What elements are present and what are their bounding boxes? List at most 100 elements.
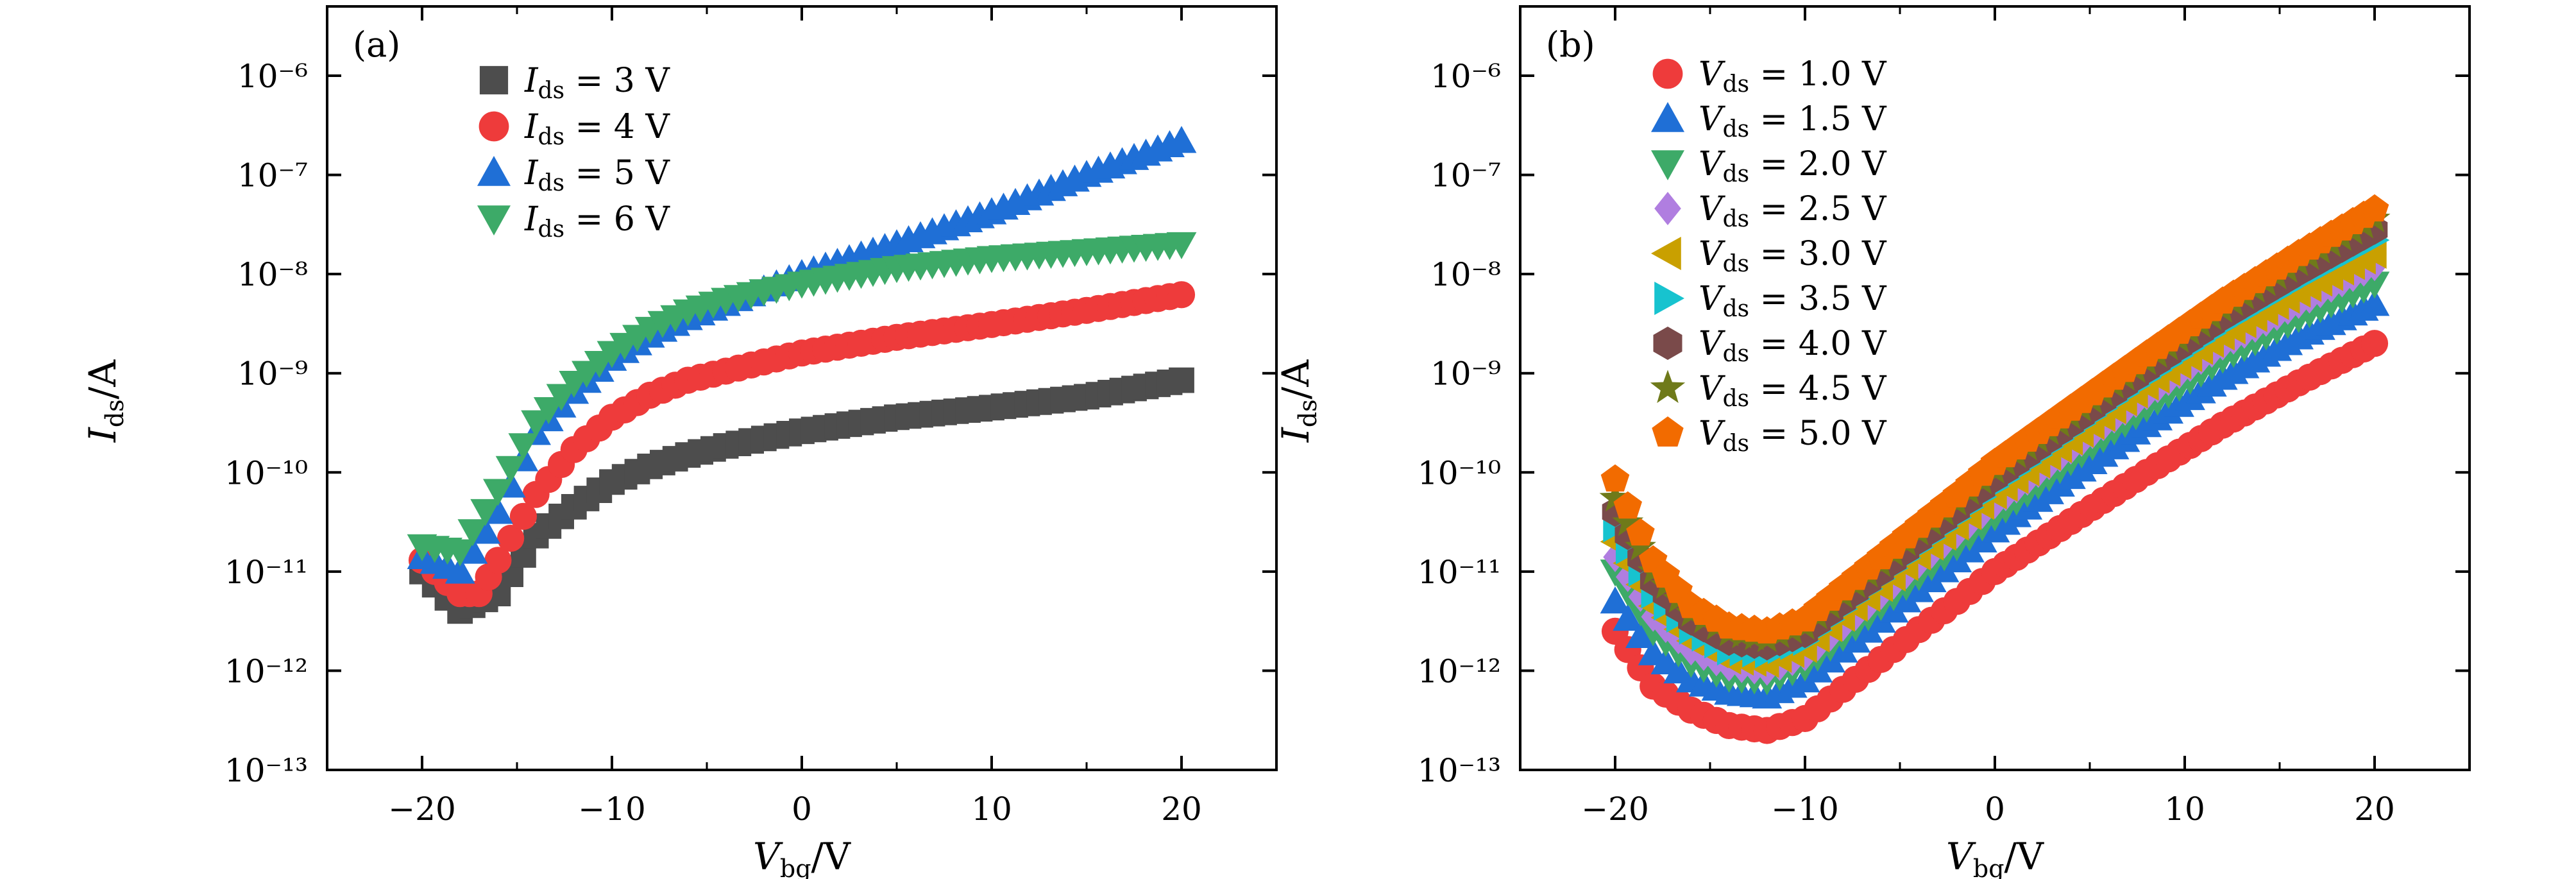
legend-marker — [1651, 150, 1684, 180]
data-point — [1600, 464, 1630, 492]
legend-label: Ids = 3 V — [524, 62, 670, 104]
y-tick-label: 10⁻¹⁰ — [1418, 454, 1501, 491]
y-tick-label: 10⁻¹³ — [1418, 752, 1501, 789]
legend-label: Ids = 6 V — [524, 200, 670, 243]
legend-marker — [477, 205, 511, 235]
legend-marker — [1654, 192, 1681, 225]
data-point — [533, 397, 564, 425]
legend-marker — [1654, 282, 1684, 315]
panel-label: (b) — [1546, 24, 1595, 65]
y-tick-label: 10⁻¹¹ — [1418, 554, 1501, 591]
y-tick-label: 10⁻⁸ — [1430, 256, 1501, 293]
legend-marker — [1653, 327, 1682, 360]
legend-marker — [477, 156, 511, 186]
legend-marker — [1650, 370, 1686, 404]
data-point — [445, 556, 475, 584]
x-tick-label: 20 — [2354, 790, 2395, 828]
y-tick-label: 10⁻¹² — [225, 653, 308, 690]
legend-label: Vds = 4.5 V — [1699, 370, 1887, 412]
data-point — [495, 456, 526, 483]
data-point — [1599, 481, 1631, 512]
data-point — [2360, 330, 2389, 357]
series-1 — [409, 367, 1194, 624]
data-point — [1603, 542, 1627, 572]
data-point — [1167, 281, 1196, 309]
legend-label: Vds = 5.0 V — [1699, 414, 1887, 457]
data-point — [1616, 561, 1640, 592]
x-tick-label: 10 — [2164, 790, 2205, 828]
y-tick-label: 10⁻⁷ — [237, 157, 308, 194]
data-point — [1625, 531, 1656, 561]
y-axis-label: Ids/A — [1274, 359, 1322, 443]
legend-label: Ids = 4 V — [524, 108, 670, 150]
y-tick-label: 10⁻⁷ — [1430, 157, 1501, 194]
data-point — [1613, 603, 1643, 631]
y-tick-label: 10⁻⁸ — [237, 256, 308, 293]
data-point — [509, 502, 538, 530]
panel-b: −20 −10 0 10 20 10⁻¹³ 10⁻¹² 10⁻¹¹ 10⁻¹⁰ 10⁻⁹ 10⁻⁸ 1… — [1274, 5, 2471, 879]
x-tick-label: −20 — [388, 790, 456, 828]
legend-label: Vds = 2.0 V — [1699, 145, 1887, 187]
data-point — [1626, 518, 1655, 546]
data-point — [445, 539, 475, 567]
data-point — [2359, 239, 2387, 269]
data-point — [508, 433, 539, 461]
legend-marker — [1652, 416, 1684, 447]
y-tick-label: 10⁻¹⁰ — [225, 454, 308, 491]
panel-a: −20 −10 0 10 20 10⁻¹³ 10⁻¹² 10⁻¹¹ 10⁻¹⁰ 10⁻⁹ 10⁻⁸ 1… — [81, 5, 1278, 879]
series-9 — [1600, 194, 2389, 644]
legend-label: Vds = 4.0 V — [1699, 325, 1887, 367]
series-2 — [1600, 289, 2390, 709]
y-tick-label: 10⁻¹² — [1418, 653, 1501, 690]
y-axis-label: Ids/A — [81, 359, 129, 443]
data-point — [484, 547, 512, 574]
x-axis-label: Vbg/V — [753, 835, 851, 879]
data-point — [1983, 489, 2007, 519]
legend-label: Vds = 2.5 V — [1699, 190, 1887, 232]
data-point — [521, 410, 551, 438]
x-tick-label: 20 — [1161, 790, 1202, 828]
data-point — [1625, 620, 1656, 648]
x-axis-label: Vbg/V — [1946, 835, 2044, 879]
legend-marker — [479, 111, 509, 142]
data-point — [1613, 491, 1642, 519]
legend-label: Vds = 1.5 V — [1699, 100, 1887, 142]
x-tick-label: −10 — [578, 790, 646, 828]
x-tick-label: −10 — [1771, 790, 1839, 828]
legend-marker — [1651, 102, 1684, 132]
legend-marker — [1651, 237, 1681, 270]
data-point — [546, 384, 577, 411]
legend-label: Vds = 3.0 V — [1699, 235, 1887, 277]
data-point — [1166, 232, 1197, 259]
data-point — [1166, 126, 1197, 153]
series-4 — [407, 232, 1197, 567]
data-point — [470, 516, 501, 544]
series-1 — [1601, 330, 2389, 744]
x-tick-label: 0 — [1985, 790, 2005, 828]
y-tick-label: 10⁻¹³ — [225, 752, 308, 789]
y-tick-label: 10⁻⁹ — [1430, 355, 1501, 393]
data-point — [1169, 367, 1194, 393]
data-point — [483, 479, 513, 506]
data-point — [457, 519, 488, 547]
legend-marker — [479, 65, 509, 95]
legend-marker — [1652, 58, 1683, 89]
data-point — [1600, 586, 1631, 614]
data-point — [470, 499, 501, 526]
x-tick-label: 0 — [792, 790, 812, 828]
legend-label: Vds = 3.5 V — [1699, 280, 1887, 322]
y-tick-label: 10⁻⁶ — [237, 58, 308, 95]
y-tick-label: 10⁻⁹ — [237, 355, 308, 393]
panel-label: (a) — [353, 24, 400, 65]
data-point — [497, 524, 525, 552]
data-point — [1612, 506, 1644, 536]
y-tick-label: 10⁻¹¹ — [225, 554, 308, 591]
x-tick-label: −20 — [1581, 790, 1649, 828]
data-point — [2359, 289, 2390, 316]
legend-label: Vds = 1.0 V — [1699, 55, 1887, 98]
data-point — [483, 497, 513, 524]
legend-label: Ids = 5 V — [524, 154, 670, 196]
